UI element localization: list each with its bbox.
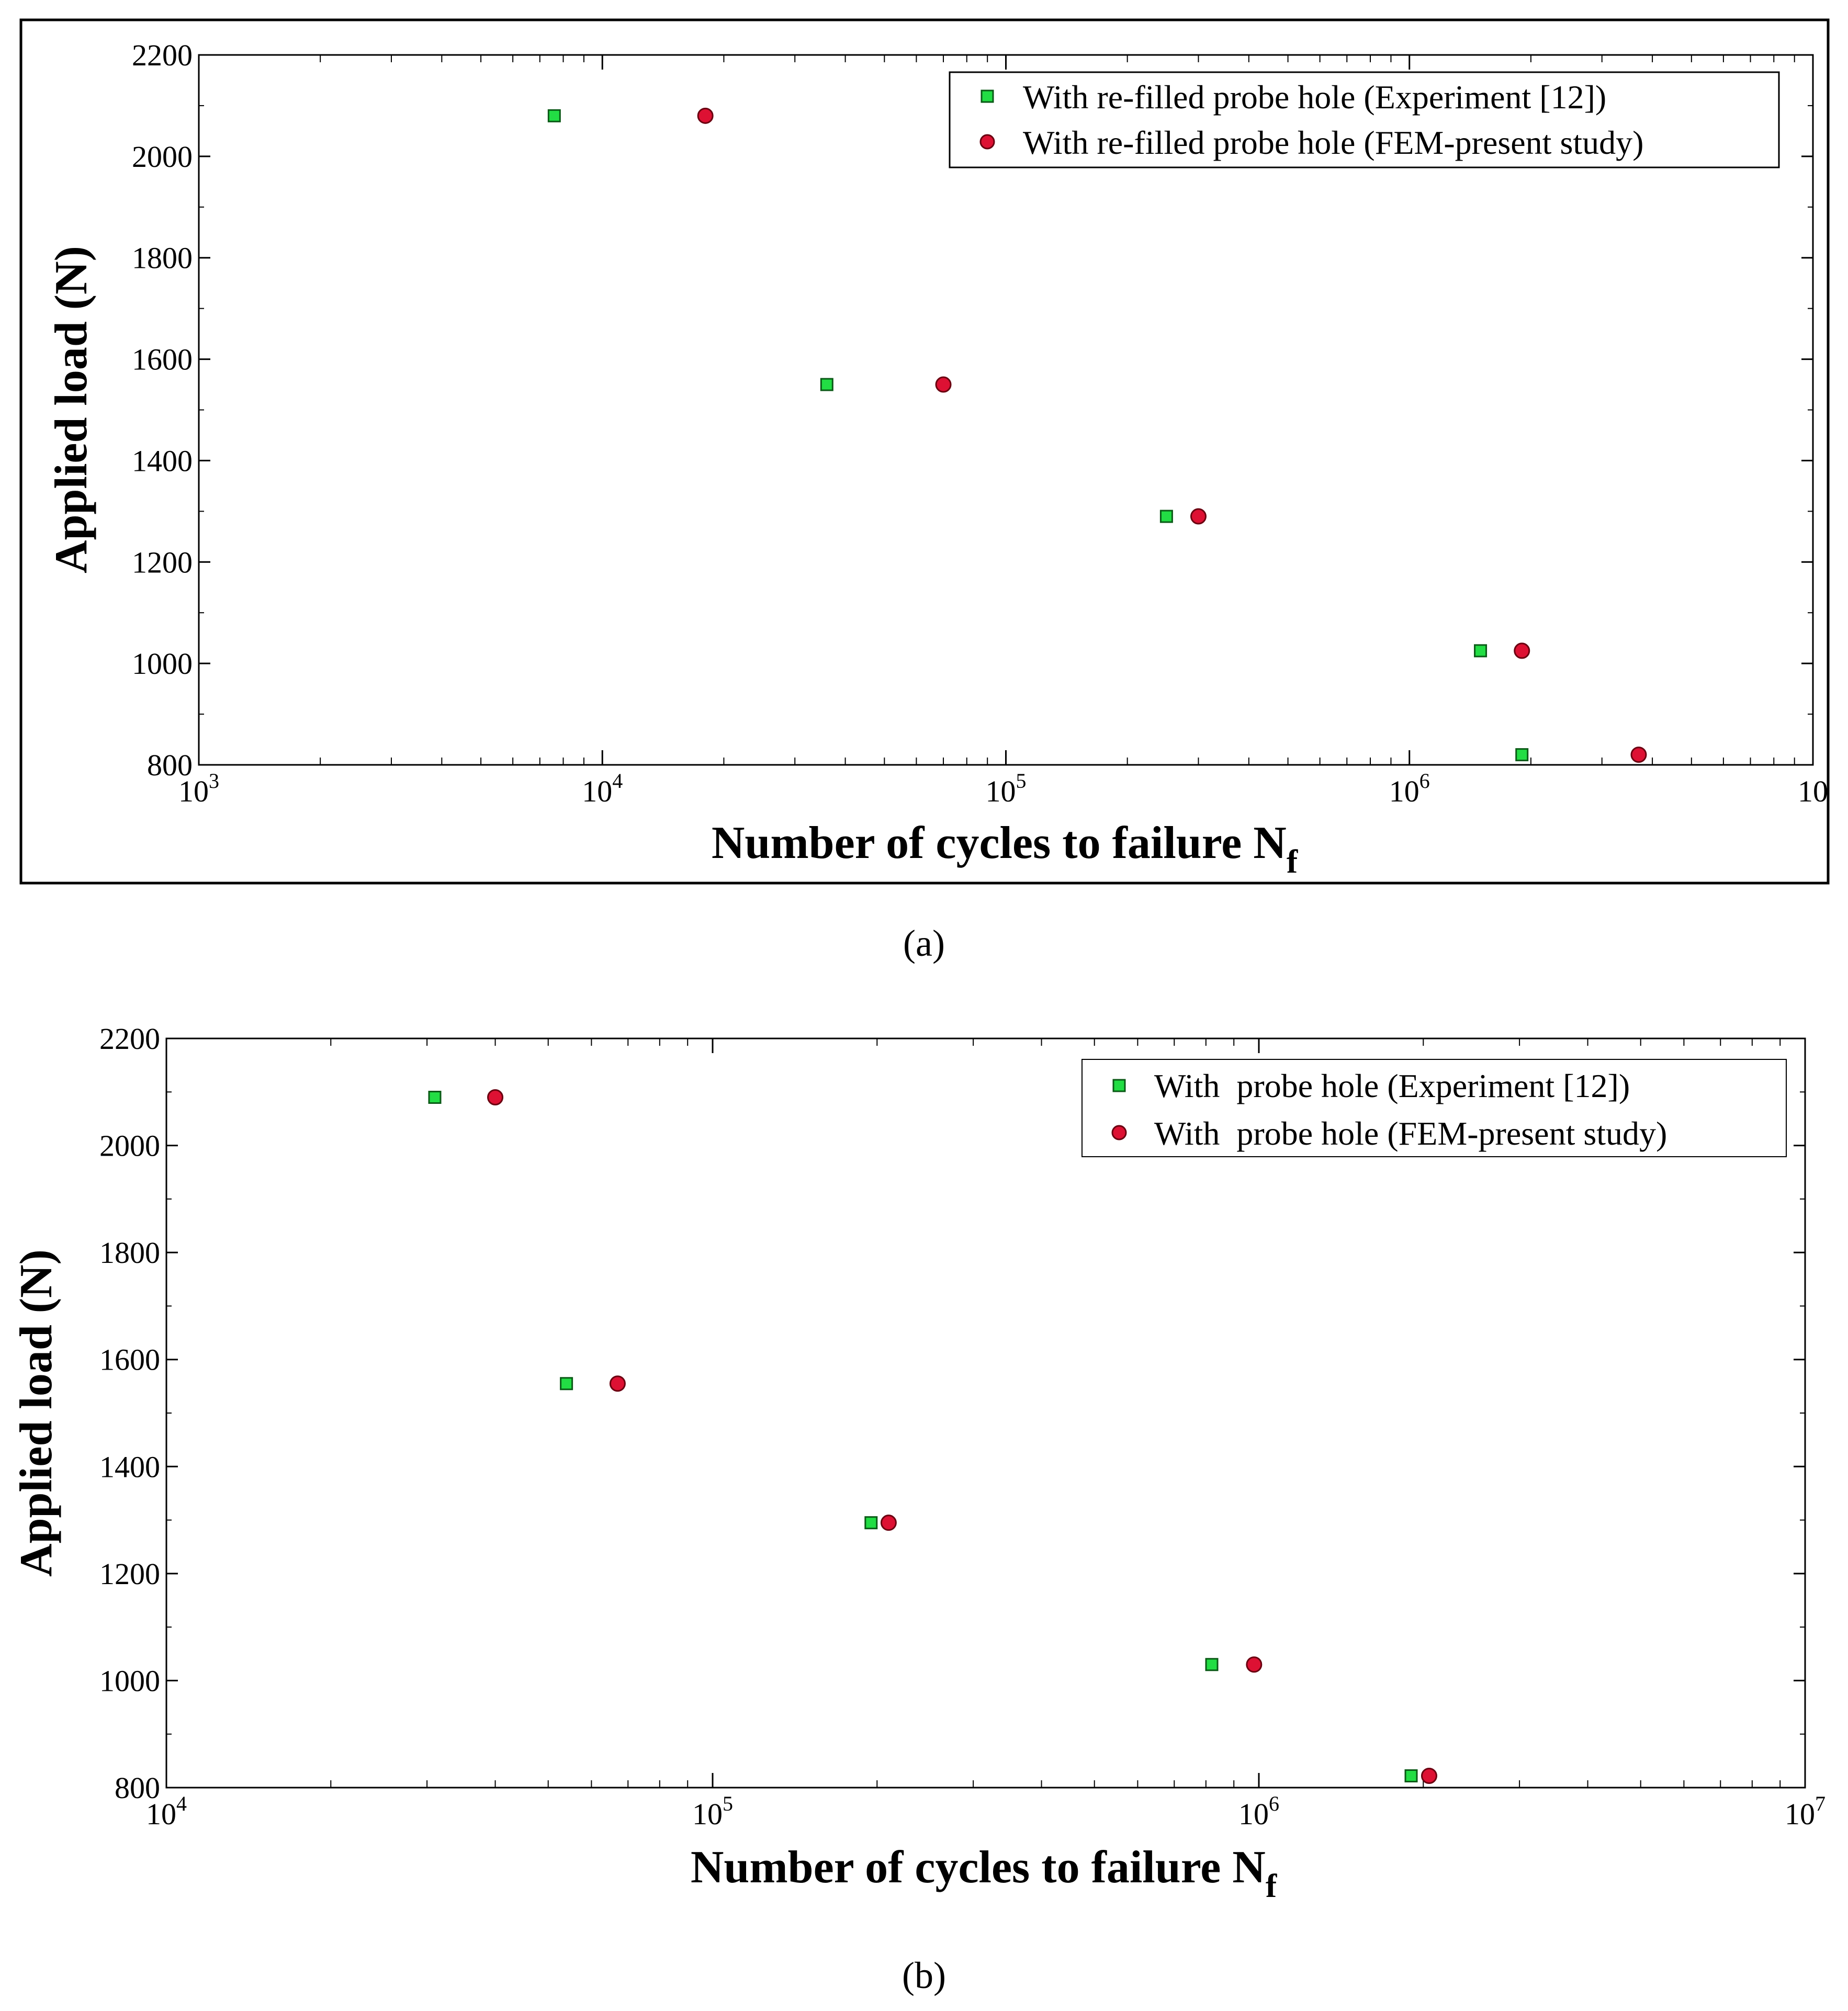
y-tick-label: 2200 bbox=[132, 38, 193, 72]
panel-b-x-tick-labels: 104 105 106 107 bbox=[146, 1792, 1826, 1831]
point-fem-2 bbox=[1190, 508, 1207, 525]
panel-a-x-axis-title-sub: f bbox=[1287, 843, 1298, 880]
point-experiment-0 bbox=[547, 109, 561, 122]
y-tick-label: 1200 bbox=[99, 1557, 160, 1591]
x-tick-label: 103 bbox=[178, 769, 219, 808]
y-tick-label: 1800 bbox=[132, 241, 193, 275]
panel-a-caption: (a) bbox=[903, 922, 945, 964]
x-tick-exponent: 4 bbox=[612, 769, 623, 793]
x-tick-base: 10 bbox=[692, 1797, 723, 1831]
panel-a-x-tick-labels: 103 104 105 106 10 bbox=[178, 769, 1828, 808]
panel-b-x-axis-title: Number of cycles to failure Nf bbox=[691, 1842, 1277, 1904]
x-tick-exponent: 3 bbox=[209, 769, 219, 793]
panel-a-legend-marker-experiment bbox=[981, 89, 994, 103]
x-tick-base: 10 bbox=[986, 774, 1016, 808]
x-tick-label: 105 bbox=[692, 1792, 733, 1831]
x-tick-base: 10 bbox=[1785, 1797, 1815, 1831]
panel-a-y-tick-labels: 800 1000 1200 1400 1600 1800 2000 2200 bbox=[132, 38, 193, 782]
panel-a-ticks bbox=[198, 54, 1814, 766]
point-fem-0 bbox=[697, 107, 714, 124]
x-tick-label: 106 bbox=[1389, 769, 1430, 808]
panel-b-points bbox=[428, 1089, 1437, 1784]
x-tick-label: 105 bbox=[986, 769, 1027, 808]
y-tick-label: 1400 bbox=[132, 444, 193, 478]
x-tick-label: 104 bbox=[146, 1792, 187, 1831]
x-tick-base: 10 bbox=[146, 1797, 176, 1831]
x-tick-exponent: 5 bbox=[723, 1792, 733, 1815]
x-tick-label: 106 bbox=[1238, 1792, 1279, 1831]
panel-b-y-tick-labels: 800 1000 1200 1400 1600 1800 2000 2200 bbox=[99, 1022, 160, 1805]
point-experiment-2 bbox=[1159, 510, 1173, 523]
point-experiment-3 bbox=[1474, 644, 1488, 658]
point-fem-3 bbox=[1246, 1656, 1263, 1673]
panel-a-outer-frame bbox=[19, 18, 1830, 885]
panel-a-points bbox=[547, 107, 1647, 763]
y-tick-label: 1800 bbox=[99, 1236, 160, 1270]
x-tick-label: 107 bbox=[1785, 1792, 1826, 1831]
x-tick-exponent: 5 bbox=[1016, 769, 1027, 793]
point-fem-1 bbox=[935, 376, 952, 393]
x-tick-base: 10 bbox=[178, 774, 209, 808]
y-tick-label: 2200 bbox=[99, 1022, 160, 1056]
point-experiment-2 bbox=[864, 1516, 878, 1530]
panel-b-legend: With probe hole (Experiment [12]) With p… bbox=[1081, 1059, 1787, 1157]
y-tick-label: 800 bbox=[115, 1771, 160, 1805]
point-experiment-0 bbox=[428, 1091, 442, 1104]
panel-a-x-axis-title: Number of cycles to failure Nf bbox=[712, 818, 1298, 880]
y-tick-label: 2000 bbox=[99, 1129, 160, 1163]
x-tick-base: 10 bbox=[1798, 774, 1828, 808]
point-experiment-1 bbox=[560, 1377, 573, 1391]
panel-b-legend-marker-fem bbox=[1111, 1125, 1127, 1140]
panel-b-legend-marker-experiment bbox=[1112, 1079, 1126, 1092]
panel-b-legend-box bbox=[1081, 1059, 1787, 1157]
point-experiment-1 bbox=[820, 378, 833, 391]
point-fem-0 bbox=[487, 1089, 504, 1106]
x-tick-label: 104 bbox=[582, 769, 623, 808]
y-tick-label: 2000 bbox=[132, 140, 193, 174]
x-tick-exponent: 6 bbox=[1419, 769, 1430, 793]
panel-a-y-axis-title: Applied load (N) bbox=[46, 246, 97, 573]
x-tick-exponent: 4 bbox=[176, 1792, 187, 1815]
panel-a-legend-label-experiment: With re-filled probe hole (Experiment [1… bbox=[1023, 78, 1606, 116]
point-fem-2 bbox=[880, 1515, 897, 1531]
panel-a-legend-label-fem: With re-filled probe hole (FEM-present s… bbox=[1023, 124, 1643, 161]
panel-b-caption: (b) bbox=[902, 1954, 946, 1996]
y-tick-label: 1000 bbox=[132, 647, 193, 681]
y-tick-label: 800 bbox=[147, 748, 193, 782]
panel-a-x-axis-title-main: Number of cycles to failure N bbox=[712, 818, 1287, 868]
panel-b-legend-label-fem: With probe hole (FEM-present study) bbox=[1154, 1115, 1667, 1152]
panel-b-x-axis-title-sub: f bbox=[1266, 1867, 1277, 1904]
x-tick-label: 10 bbox=[1798, 774, 1828, 808]
panel-b-x-axis-title-main: Number of cycles to failure N bbox=[691, 1842, 1266, 1893]
point-experiment-4 bbox=[1404, 1769, 1418, 1782]
y-tick-label: 1600 bbox=[99, 1343, 160, 1377]
point-fem-4 bbox=[1421, 1767, 1437, 1784]
y-tick-label: 1400 bbox=[99, 1450, 160, 1484]
point-experiment-3 bbox=[1205, 1658, 1219, 1671]
point-fem-1 bbox=[609, 1375, 626, 1392]
panel-b-ticks bbox=[165, 1037, 1806, 1789]
point-experiment-4 bbox=[1515, 748, 1529, 762]
y-tick-label: 1600 bbox=[132, 343, 193, 377]
x-tick-base: 10 bbox=[1238, 1797, 1269, 1831]
point-fem-3 bbox=[1514, 642, 1530, 659]
y-tick-label: 1000 bbox=[99, 1664, 160, 1698]
panel-a-legend: With re-filled probe hole (Experiment [1… bbox=[949, 71, 1780, 168]
x-tick-base: 10 bbox=[582, 774, 612, 808]
panel-a-legend-marker-fem bbox=[979, 134, 995, 150]
y-tick-label: 1200 bbox=[132, 545, 193, 579]
x-tick-base: 10 bbox=[1389, 774, 1419, 808]
panel-b-plot-area bbox=[165, 1037, 1806, 1789]
panel-b-legend-label-experiment: With probe hole (Experiment [12]) bbox=[1154, 1067, 1630, 1104]
x-tick-exponent: 6 bbox=[1269, 1792, 1279, 1815]
x-tick-exponent: 7 bbox=[1815, 1792, 1826, 1815]
point-fem-4 bbox=[1630, 747, 1647, 763]
panel-b-y-axis-title: Applied load (N) bbox=[11, 1249, 62, 1577]
panel-a-legend-box bbox=[949, 71, 1780, 168]
